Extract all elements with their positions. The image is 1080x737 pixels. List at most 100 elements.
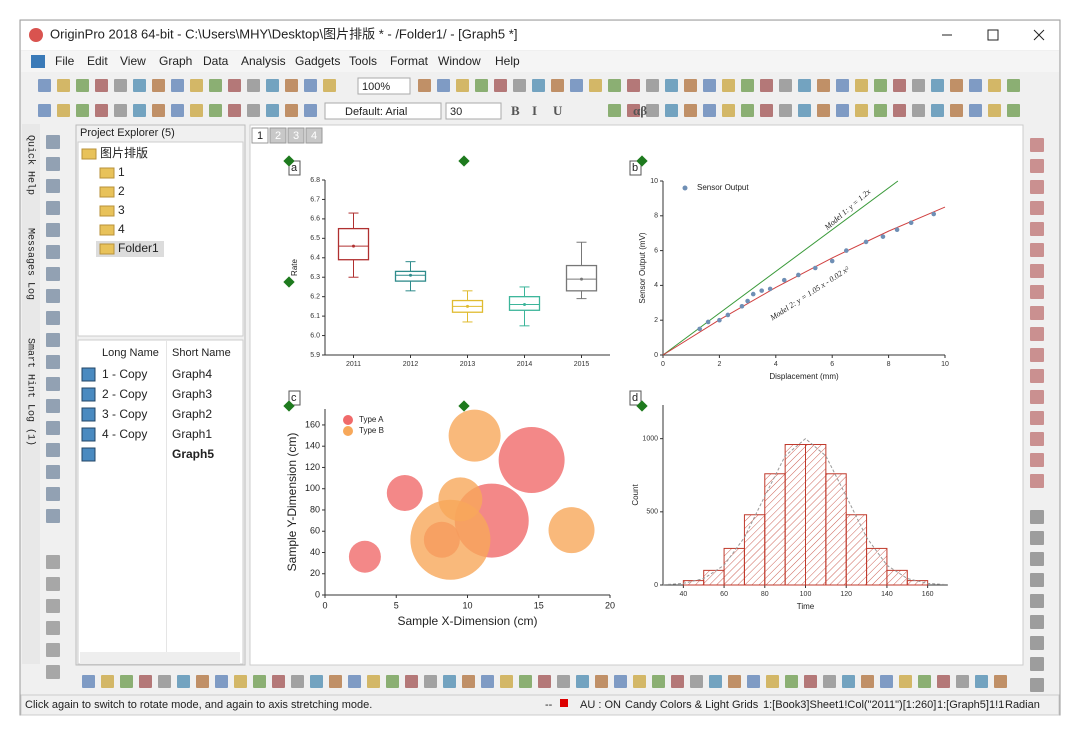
toolbar-button[interactable] [570, 79, 583, 92]
menu-item[interactable]: View [120, 54, 146, 68]
toolbar-button[interactable] [443, 675, 456, 688]
toolbar-button[interactable] [266, 79, 279, 92]
toolbar-button[interactable] [671, 675, 684, 688]
long-name[interactable]: 4 - Copy [102, 427, 147, 441]
tool-button[interactable] [1030, 201, 1044, 215]
style-button[interactable]: B [511, 103, 520, 118]
toolbar-button[interactable] [152, 104, 165, 117]
tool-button[interactable] [46, 621, 60, 635]
tool-button[interactable] [1030, 180, 1044, 194]
page-tab-label[interactable]: 4 [311, 130, 317, 142]
toolbar-button[interactable] [209, 104, 222, 117]
tool-button[interactable] [46, 421, 60, 435]
toolbar-button[interactable] [228, 79, 241, 92]
toolbar-button[interactable] [272, 675, 285, 688]
toolbar-button[interactable] [228, 104, 241, 117]
folder-icon[interactable] [99, 243, 115, 255]
toolbar-button[interactable] [247, 104, 260, 117]
toolbar-button[interactable] [665, 79, 678, 92]
tool-button[interactable] [46, 135, 60, 149]
toolbar-button[interactable] [785, 675, 798, 688]
tool-button[interactable] [46, 577, 60, 591]
close-button[interactable] [1033, 29, 1045, 41]
toolbar-button[interactable] [304, 104, 317, 117]
toolbar-button[interactable] [665, 104, 678, 117]
toolbar-button[interactable] [171, 79, 184, 92]
toolbar-button[interactable] [937, 675, 950, 688]
folder-icon[interactable] [99, 205, 115, 217]
toolbar-button[interactable] [741, 79, 754, 92]
toolbar-button[interactable] [703, 104, 716, 117]
tool-button[interactable] [1030, 327, 1044, 341]
tool-button[interactable] [46, 289, 60, 303]
toolbar-button[interactable] [994, 675, 1007, 688]
toolbar-button[interactable] [633, 675, 646, 688]
side-tab[interactable]: Messages Log [24, 228, 35, 300]
tool-button[interactable] [46, 355, 60, 369]
menu-item[interactable]: Format [390, 54, 429, 68]
toolbar-button[interactable] [779, 79, 792, 92]
toolbar-button[interactable] [608, 104, 621, 117]
tool-button[interactable] [46, 333, 60, 347]
tool-button[interactable] [46, 201, 60, 215]
toolbar-button[interactable] [722, 104, 735, 117]
toolbar-button[interactable] [855, 104, 868, 117]
toolbar-button[interactable] [652, 675, 665, 688]
toolbar-button[interactable] [893, 79, 906, 92]
graph-icon[interactable] [81, 367, 96, 382]
toolbar-button[interactable] [114, 79, 127, 92]
toolbar-button[interactable] [703, 79, 716, 92]
tool-button[interactable] [1030, 285, 1044, 299]
tool-button[interactable] [46, 399, 60, 413]
toolbar-button[interactable] [918, 675, 931, 688]
toolbar-button[interactable] [133, 104, 146, 117]
toolbar-button[interactable] [367, 675, 380, 688]
tree-item[interactable]: 3 [118, 203, 125, 217]
toolbar-button[interactable] [500, 675, 513, 688]
toolbar-button[interactable] [247, 79, 260, 92]
toolbar-button[interactable] [538, 675, 551, 688]
toolbar-button[interactable] [38, 104, 51, 117]
toolbar-button[interactable] [513, 79, 526, 92]
toolbar-button[interactable] [76, 79, 89, 92]
toolbar-button[interactable] [969, 104, 982, 117]
tool-button[interactable] [46, 465, 60, 479]
toolbar-button[interactable] [646, 104, 659, 117]
toolbar-button[interactable] [437, 79, 450, 92]
toolbar-button[interactable] [956, 675, 969, 688]
toolbar-button[interactable] [234, 675, 247, 688]
toolbar-button[interactable] [950, 104, 963, 117]
toolbar-button[interactable] [855, 79, 868, 92]
tool-button[interactable] [46, 179, 60, 193]
toolbar-button[interactable] [798, 104, 811, 117]
toolbar-button[interactable] [931, 104, 944, 117]
toolbar-button[interactable] [114, 104, 127, 117]
toolbar-button[interactable] [931, 79, 944, 92]
toolbar-button[interactable] [405, 675, 418, 688]
folder-icon[interactable] [99, 224, 115, 236]
toolbar-button[interactable] [120, 675, 133, 688]
toolbar-button[interactable] [418, 79, 431, 92]
short-name[interactable]: Graph5 [172, 447, 214, 461]
graph-icon[interactable] [81, 447, 96, 462]
toolbar-button[interactable] [760, 79, 773, 92]
tool-button[interactable] [1030, 636, 1044, 650]
tree-item[interactable]: Folder1 [118, 241, 159, 255]
toolbar-button[interactable] [291, 675, 304, 688]
tool-button[interactable] [1030, 510, 1044, 524]
toolbar-button[interactable] [595, 675, 608, 688]
menu-item[interactable]: Window [438, 54, 481, 68]
style-button[interactable]: I [532, 103, 537, 118]
toolbar-button[interactable] [728, 675, 741, 688]
toolbar-button[interactable] [975, 675, 988, 688]
toolbar-button[interactable] [747, 675, 760, 688]
side-tab[interactable]: Quick Help [24, 135, 36, 195]
toolbar-button[interactable] [57, 79, 70, 92]
toolbar-button[interactable] [82, 675, 95, 688]
tool-button[interactable] [1030, 474, 1044, 488]
tool-button[interactable] [46, 267, 60, 281]
toolbar-button[interactable] [424, 675, 437, 688]
tool-button[interactable] [1030, 678, 1044, 692]
toolbar-button[interactable] [215, 675, 228, 688]
tool-button[interactable] [46, 223, 60, 237]
